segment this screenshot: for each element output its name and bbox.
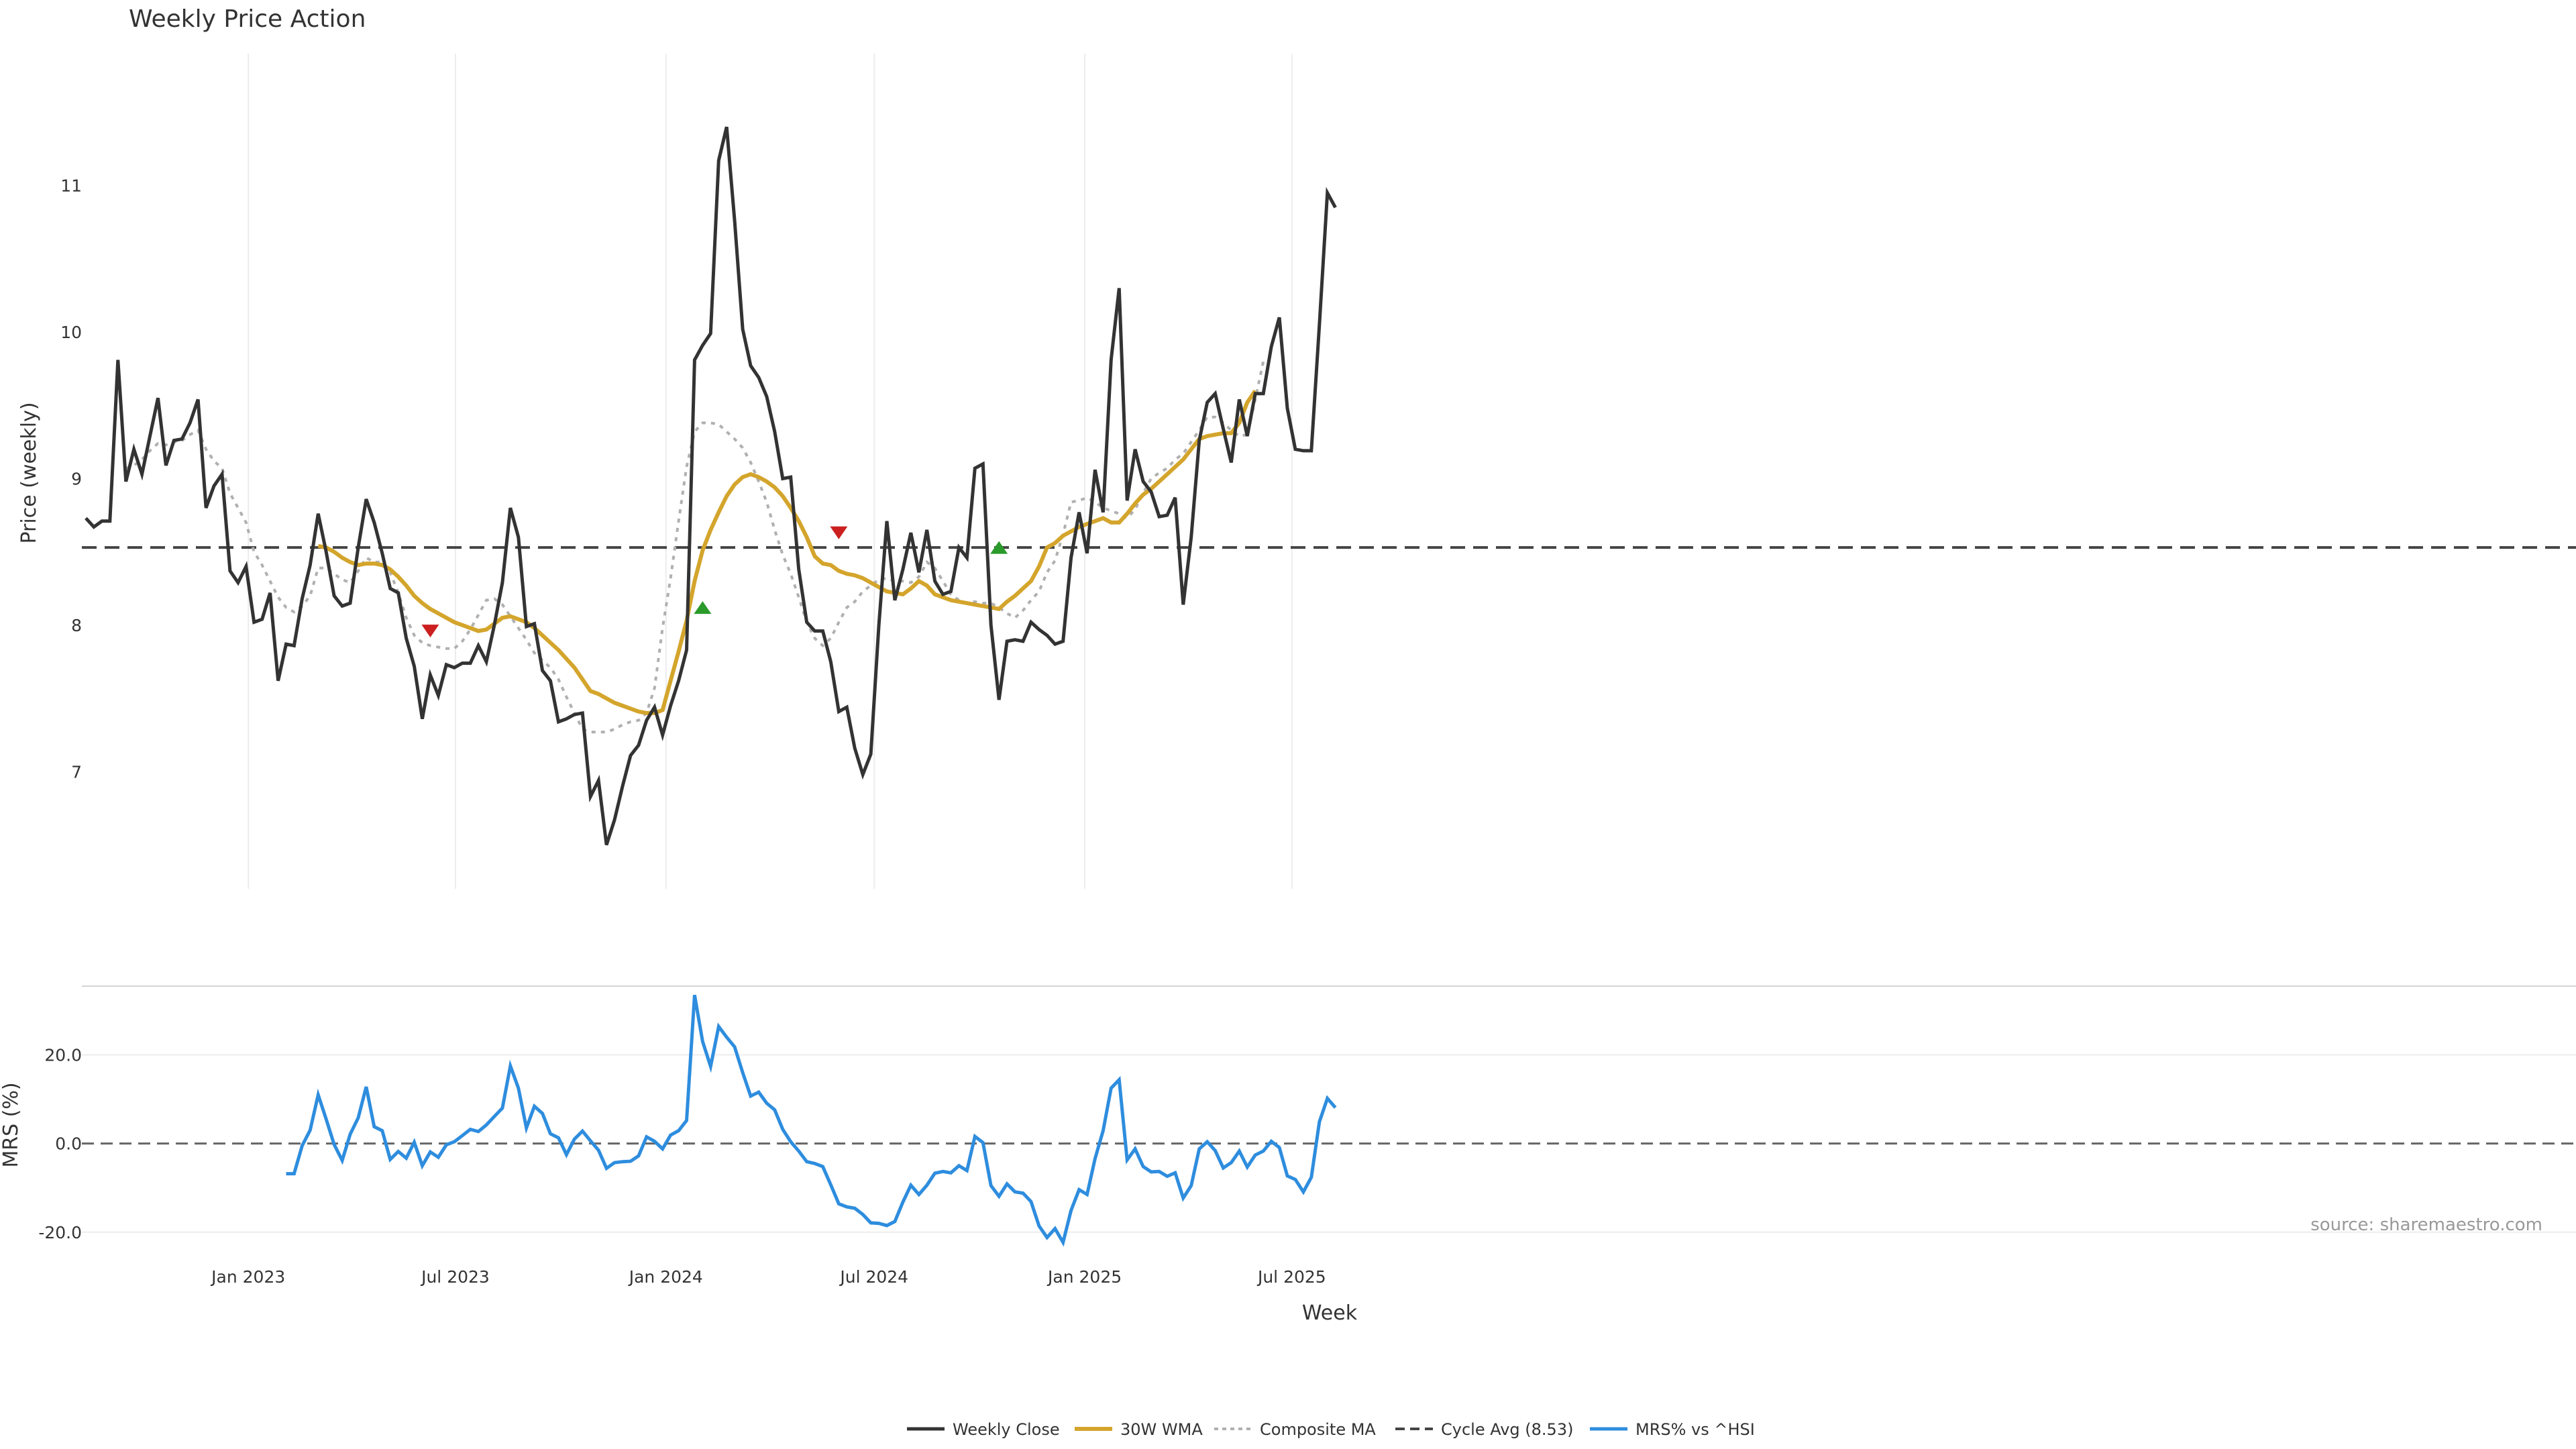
buy-signal-marker xyxy=(694,601,712,614)
top-y-tick-label: 7 xyxy=(71,762,82,782)
bottom-y-tick-label: 20.0 xyxy=(44,1046,82,1065)
x-tick-label: Jul 2025 xyxy=(1256,1267,1326,1287)
sell-signal-marker xyxy=(421,625,439,638)
mrs-line xyxy=(286,994,1337,1247)
bottom-panel-y-ticks: 20.0 0.0 -20.0 xyxy=(38,1046,82,1242)
top-panel-y-ticks: 7 8 9 10 11 xyxy=(60,176,82,782)
x-axis-ticks: Jan 2023 Jul 2023 Jan 2024 Jul 2024 Jan 2025… xyxy=(210,1267,1326,1287)
x-tick-label: Jan 2025 xyxy=(1046,1267,1122,1287)
top-y-tick-label: 11 xyxy=(60,176,82,196)
bottom-y-tick-label: -20.0 xyxy=(38,1223,82,1242)
legend-label: MRS% vs ^HSI xyxy=(1635,1420,1755,1439)
x-tick-label: Jul 2023 xyxy=(420,1267,490,1287)
x-axis-label: Week xyxy=(1302,1301,1358,1325)
legend-label: Composite MA xyxy=(1260,1420,1376,1439)
legend-label: Cycle Avg (8.53) xyxy=(1441,1420,1573,1439)
wma-30w-line xyxy=(317,389,1257,715)
bottom-y-axis-label: MRS (%) xyxy=(0,1082,23,1167)
sell-signal-marker xyxy=(830,526,848,539)
x-tick-label: Jan 2024 xyxy=(628,1267,703,1287)
legend-label: 30W WMA xyxy=(1120,1420,1203,1439)
top-y-tick-label: 9 xyxy=(71,469,82,488)
buy-signal-marker xyxy=(990,541,1008,554)
top-y-tick-label: 10 xyxy=(60,323,82,342)
bottom-y-tick-label: 0.0 xyxy=(55,1134,82,1154)
bottom-panel-gridlines xyxy=(82,1054,2576,1233)
x-tick-label: Jul 2024 xyxy=(839,1267,908,1287)
signal-markers xyxy=(421,526,1008,638)
legend: Weekly Close 30W WMA Composite MA Cycle Avg… xyxy=(907,1420,1755,1439)
top-y-tick-label: 8 xyxy=(71,616,82,635)
x-tick-label: Jan 2023 xyxy=(210,1267,285,1287)
legend-label: Weekly Close xyxy=(953,1420,1060,1439)
top-y-axis-label: Price (weekly) xyxy=(17,402,41,543)
top-panel-gridlines xyxy=(248,54,1293,889)
weekly-close-line xyxy=(85,126,1337,846)
source-label: source: sharemaestro.com xyxy=(2310,1215,2542,1235)
composite-ma-line xyxy=(125,361,1265,734)
chart-title: Weekly Price Action xyxy=(129,5,366,33)
